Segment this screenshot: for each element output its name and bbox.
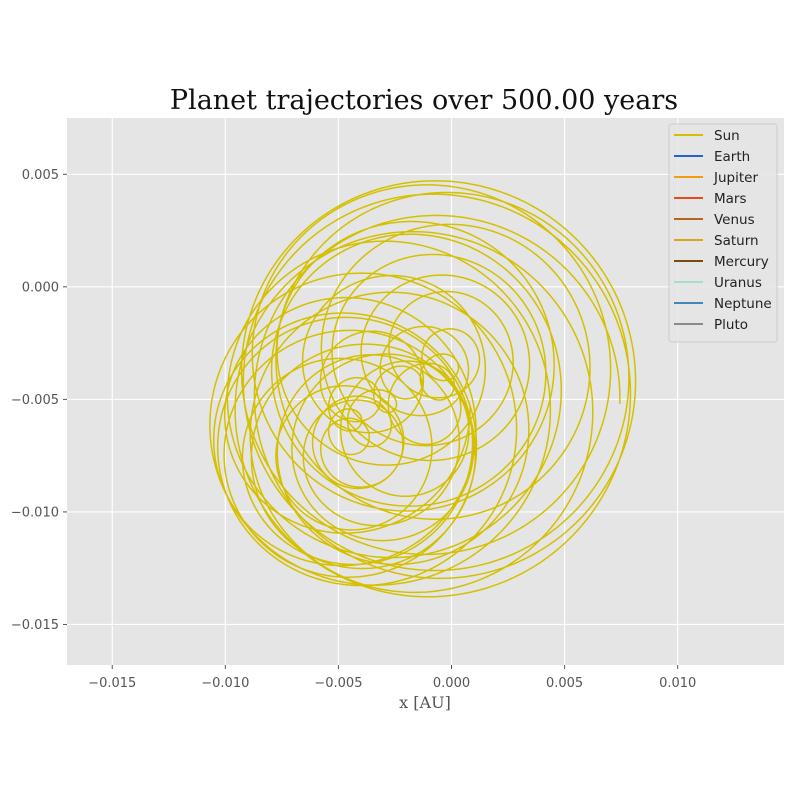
plot-area	[67, 118, 784, 665]
grid-lines	[67, 118, 784, 665]
y-axis-ticks: 0.005 0.000 −0.005 −0.010 −0.015	[11, 168, 67, 633]
x-axis-ticks: −0.015 −0.010 −0.005 0.000 0.005 0.010	[88, 665, 696, 691]
legend-label-saturn: Saturn	[714, 233, 759, 249]
legend-label-mercury: Mercury	[714, 254, 769, 270]
x-tick-label: 0.000	[433, 676, 470, 691]
legend-label-jupiter: Jupiter	[713, 170, 758, 186]
series-layer	[209, 180, 637, 598]
legend-label-uranus: Uranus	[714, 275, 762, 291]
x-tick-label: −0.010	[201, 676, 249, 691]
y-tick-label: −0.010	[11, 505, 59, 520]
y-tick-label: 0.000	[22, 280, 59, 295]
x-tick-label: −0.005	[314, 676, 362, 691]
y-tick-label: 0.005	[22, 168, 59, 183]
x-tick-label: −0.015	[88, 676, 136, 691]
legend-label-venus: Venus	[714, 212, 755, 228]
legend-label-mars: Mars	[714, 191, 747, 207]
y-tick-label: −0.005	[11, 393, 59, 408]
legend-label-earth: Earth	[714, 149, 750, 165]
legend-label-sun: Sun	[714, 128, 740, 144]
chart-title: Planet trajectories over 500.00 years	[170, 85, 678, 116]
x-axis-label: x [AU]	[399, 693, 451, 712]
x-tick-label: 0.005	[546, 676, 583, 691]
legend-label-pluto: Pluto	[714, 317, 748, 333]
y-tick-label: −0.015	[11, 618, 59, 633]
series-line-sun	[209, 180, 637, 598]
legend-label-neptune: Neptune	[714, 296, 772, 312]
legend: Sun Earth Jupiter Mars Venus Saturn Mercury Ura…	[668, 123, 778, 343]
x-tick-label: 0.010	[659, 676, 696, 691]
legend-box	[668, 123, 778, 343]
